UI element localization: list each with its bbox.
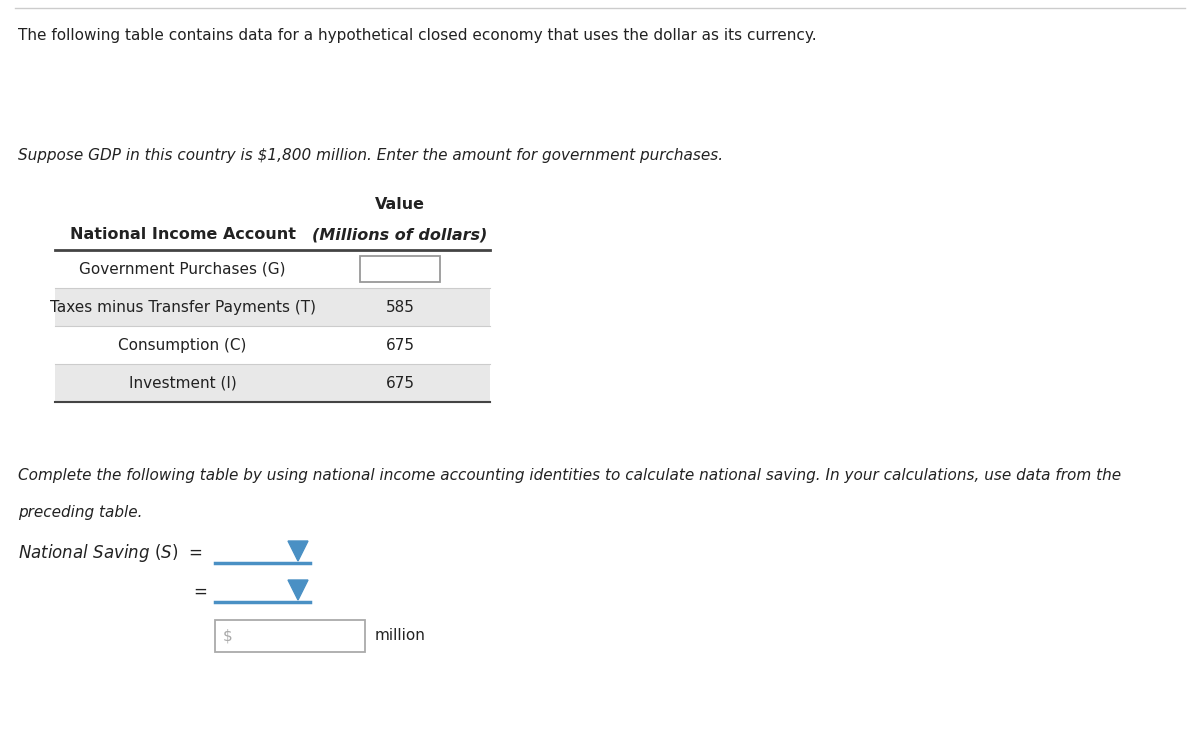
Text: million: million — [374, 628, 426, 644]
Text: 675: 675 — [385, 337, 414, 353]
Text: 675: 675 — [385, 376, 414, 390]
Text: 585: 585 — [385, 299, 414, 315]
Text: The following table contains data for a hypothetical closed economy that uses th: The following table contains data for a … — [18, 28, 817, 43]
Text: Suppose GDP in this country is $1,800 million. Enter the amount for government p: Suppose GDP in this country is $1,800 mi… — [18, 148, 724, 163]
Text: =: = — [193, 583, 206, 601]
Bar — [55, 288, 490, 326]
Polygon shape — [288, 541, 308, 561]
Text: Consumption (C): Consumption (C) — [119, 337, 247, 353]
Text: Investment (I): Investment (I) — [128, 376, 236, 390]
Text: (Millions of dollars): (Millions of dollars) — [312, 227, 487, 242]
Bar — [55, 364, 490, 402]
Text: National Income Account: National Income Account — [70, 227, 295, 242]
Bar — [360, 256, 440, 282]
Text: $: $ — [223, 628, 233, 644]
Text: preceding table.: preceding table. — [18, 505, 143, 520]
Text: Taxes minus Transfer Payments (T): Taxes minus Transfer Payments (T) — [49, 299, 316, 315]
Text: Government Purchases (G): Government Purchases (G) — [79, 262, 286, 276]
Text: Value: Value — [374, 197, 425, 212]
Polygon shape — [288, 580, 308, 600]
Text: $\mathit{National\ Saving\ (S)}$  =: $\mathit{National\ Saving\ (S)}$ = — [18, 542, 203, 564]
Bar — [215, 620, 365, 652]
Text: Complete the following table by using national income accounting identities to c: Complete the following table by using na… — [18, 468, 1121, 483]
